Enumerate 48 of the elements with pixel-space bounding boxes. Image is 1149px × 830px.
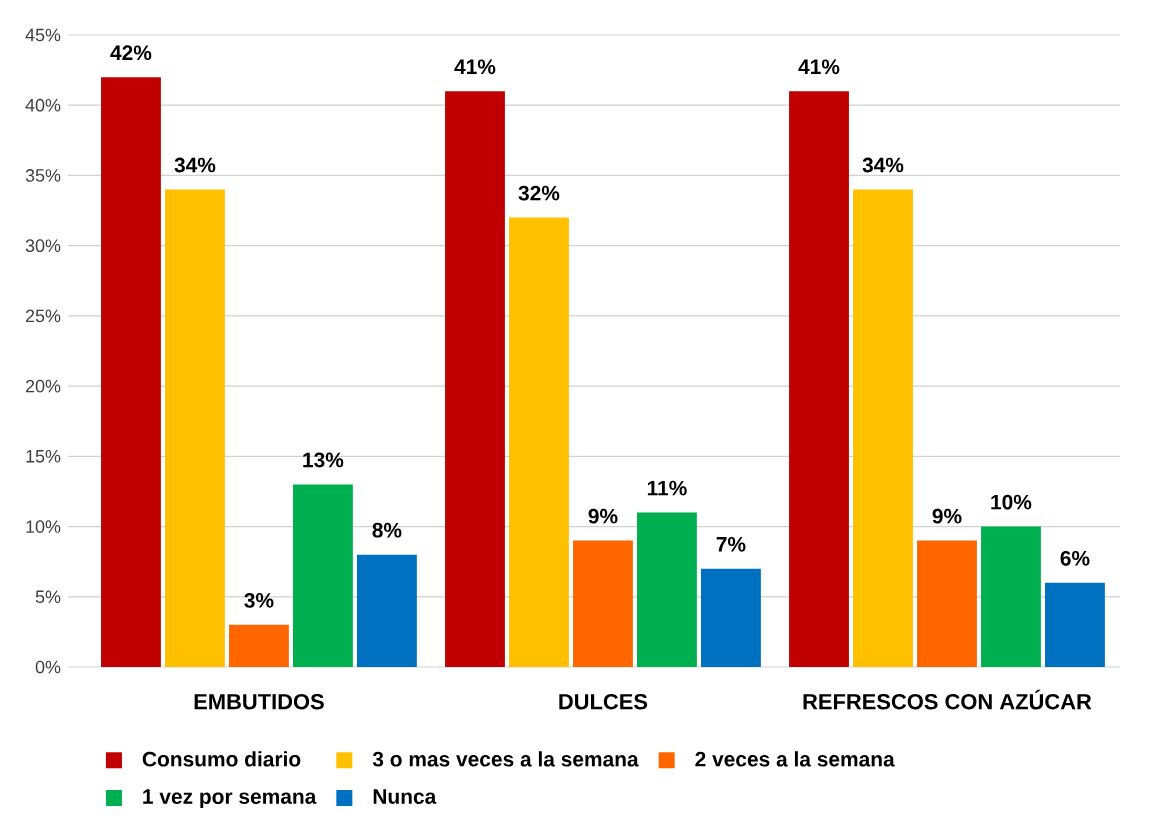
y-tick-label: 25% (25, 309, 61, 323)
bar (292, 484, 353, 667)
y-tick-label: 45% (25, 28, 61, 42)
legend-label: Consumo diario (142, 751, 301, 767)
bar (853, 189, 913, 667)
data-label: 34% (174, 157, 216, 173)
y-tick-label: 0% (35, 660, 61, 674)
bar (789, 91, 849, 667)
bar (509, 217, 569, 667)
bar (229, 624, 289, 667)
data-label: 13% (303, 452, 344, 468)
y-tick-label: 10% (26, 520, 61, 533)
bar (981, 526, 1041, 667)
x-tick-label: DULCES (559, 693, 648, 710)
data-label: 41% (454, 59, 496, 75)
bar (356, 554, 417, 667)
data-label: 11% (647, 480, 687, 496)
legend-label: 2 veces a la semana (695, 751, 895, 767)
data-label: 42% (110, 45, 152, 61)
data-label: 34% (862, 157, 904, 173)
bar (917, 540, 977, 667)
y-tick-label: 35% (25, 169, 61, 182)
y-tick-label: 5% (35, 590, 61, 604)
data-label: 6% (1060, 550, 1090, 566)
bar (445, 91, 505, 667)
bar (573, 540, 633, 667)
data-label: 9% (932, 508, 962, 524)
bar (101, 77, 161, 667)
data-label: 7% (716, 536, 746, 552)
legend-label: 1 vez por semana (143, 789, 317, 809)
data-label: 3% (244, 593, 274, 608)
y-tick-label: 40% (25, 98, 61, 112)
y-tick-label: 15% (26, 450, 61, 463)
data-label: 10% (991, 494, 1032, 510)
x-tick-label: EMBUTIDOS (194, 693, 324, 710)
data-label: 32% (518, 185, 560, 201)
data-label: 9% (588, 508, 618, 524)
data-label: 41% (798, 59, 840, 75)
y-tick-label: 20% (25, 379, 61, 393)
bar (165, 189, 225, 667)
bar (637, 512, 697, 667)
x-tick-label: REFRESCOS CON AZÚCAR (803, 689, 1092, 710)
legend-label: 3 o mas veces a la semana (372, 751, 639, 767)
bar (701, 568, 761, 667)
data-label: 8% (372, 522, 402, 538)
legend-label: Nunca (373, 789, 437, 804)
bar (1045, 582, 1105, 667)
y-tick-label: 30% (25, 239, 61, 253)
